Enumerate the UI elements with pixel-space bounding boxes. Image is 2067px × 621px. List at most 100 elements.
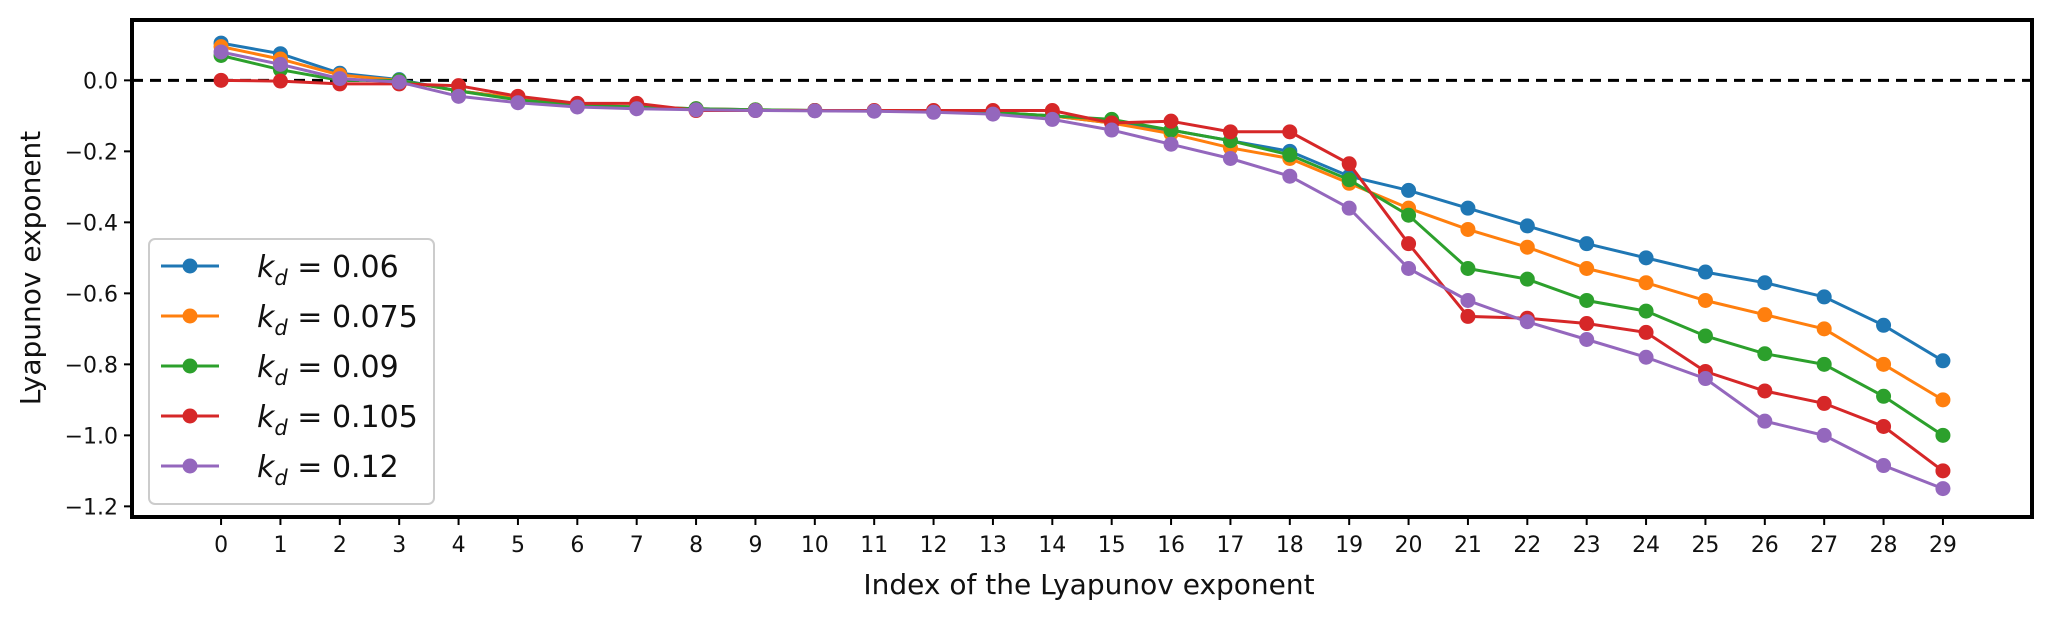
y-tick-label: −1.2	[65, 495, 118, 520]
data-point	[1697, 328, 1713, 344]
data-point	[926, 104, 942, 120]
data-point	[1935, 463, 1951, 479]
data-point	[1876, 458, 1892, 474]
data-point	[272, 56, 288, 72]
legend-value: 0.075	[332, 300, 418, 335]
series-line	[221, 78, 1944, 473]
x-tick-label: 23	[1573, 533, 1601, 558]
y-axis-ticks: 0.0 −0.2 −0.4 −0.6 −0.8 −1.0 −1.2	[65, 69, 132, 520]
y-tick-label: −0.8	[65, 353, 118, 378]
data-point	[213, 44, 229, 60]
y-tick-label: −0.2	[65, 140, 118, 165]
data-point	[1697, 292, 1713, 308]
x-tick-label: 2	[333, 533, 347, 558]
data-point	[1816, 321, 1832, 337]
data-point	[1816, 395, 1832, 411]
data-point	[451, 88, 467, 104]
data-point	[1816, 289, 1832, 305]
x-tick-label: 4	[452, 533, 466, 558]
data-point	[1757, 383, 1773, 399]
data-point	[569, 99, 585, 115]
x-tick-label: 8	[689, 533, 703, 558]
legend-sub: d	[274, 316, 288, 340]
x-tick-label: 27	[1810, 533, 1838, 558]
data-point	[1816, 427, 1832, 443]
legend-value: 0.06	[332, 250, 399, 285]
data-point	[1876, 356, 1892, 372]
data-point	[1460, 308, 1476, 324]
data-point	[1519, 239, 1535, 255]
legend-label: kd = 0.105	[257, 400, 418, 440]
data-point	[1044, 111, 1060, 127]
data-point	[272, 73, 288, 89]
data-point	[451, 78, 467, 94]
legend-eq: =	[288, 350, 332, 385]
legend-value: 0.105	[332, 400, 418, 435]
data-point	[1401, 236, 1417, 252]
plot-frame	[130, 18, 2034, 519]
x-tick-label: 13	[979, 533, 1007, 558]
data-point	[1282, 124, 1298, 140]
y-tick-label: 0.0	[83, 69, 118, 94]
data-point	[1579, 332, 1595, 347]
legend-var: k	[257, 350, 276, 385]
data-point	[1282, 168, 1298, 184]
data-point	[510, 95, 526, 111]
data-point	[1163, 113, 1179, 129]
data-point	[1579, 236, 1595, 252]
legend-var: k	[257, 300, 276, 335]
data-point	[1222, 124, 1238, 140]
data-point	[747, 103, 763, 119]
x-tick-label: 24	[1632, 533, 1660, 558]
data-point	[1341, 200, 1357, 216]
x-tick-label: 1	[273, 533, 287, 558]
x-tick-label: 15	[1098, 533, 1126, 558]
legend-sub: d	[274, 466, 288, 490]
data-point	[1519, 314, 1535, 330]
data-point	[1757, 307, 1773, 323]
legend-label: kd = 0.12	[257, 450, 399, 490]
data-point	[1638, 324, 1654, 340]
x-axis-ticks: 0 1 2 3 4 5 6 7 8 9 10 11 12 13 14 15 16 17 18 19 20 21 22 23 24…	[214, 517, 1957, 558]
y-tick-label: −1.0	[65, 424, 118, 449]
x-tick-label: 5	[511, 533, 525, 558]
x-tick-label: 26	[1751, 533, 1779, 558]
data-point	[1401, 207, 1417, 223]
data-point	[1638, 250, 1654, 266]
legend-marker	[182, 408, 198, 424]
data-point	[1104, 122, 1120, 138]
data-point	[1579, 292, 1595, 308]
data-point	[1876, 317, 1892, 333]
data-point	[1816, 356, 1832, 372]
x-tick-label: 22	[1513, 533, 1541, 558]
data-point	[688, 102, 704, 118]
data-point	[1876, 388, 1892, 404]
data-point	[1697, 264, 1713, 280]
data-point	[1401, 182, 1417, 198]
data-point	[866, 103, 882, 119]
data-point	[1460, 200, 1476, 216]
data-point	[807, 103, 823, 119]
data-point	[1757, 346, 1773, 362]
legend-value: 0.09	[332, 350, 399, 385]
x-tick-label: 10	[801, 533, 829, 558]
data-point	[213, 72, 229, 88]
x-tick-label: 29	[1929, 533, 1957, 558]
data-point	[985, 106, 1001, 122]
x-tick-label: 6	[570, 533, 584, 558]
x-tick-label: 28	[1870, 533, 1898, 558]
x-tick-label: 7	[630, 533, 644, 558]
legend-marker	[182, 458, 198, 474]
legend-eq: =	[288, 300, 332, 335]
x-tick-label: 18	[1276, 533, 1304, 558]
series-0.12	[213, 44, 1951, 497]
x-tick-label: 17	[1216, 533, 1244, 558]
legend-sub: d	[274, 416, 288, 440]
x-tick-label: 9	[748, 533, 762, 558]
data-point	[1935, 392, 1951, 408]
legend-label: kd = 0.075	[257, 300, 418, 340]
data-point	[1757, 413, 1773, 429]
data-point	[1935, 427, 1951, 443]
legend-box	[148, 238, 435, 505]
